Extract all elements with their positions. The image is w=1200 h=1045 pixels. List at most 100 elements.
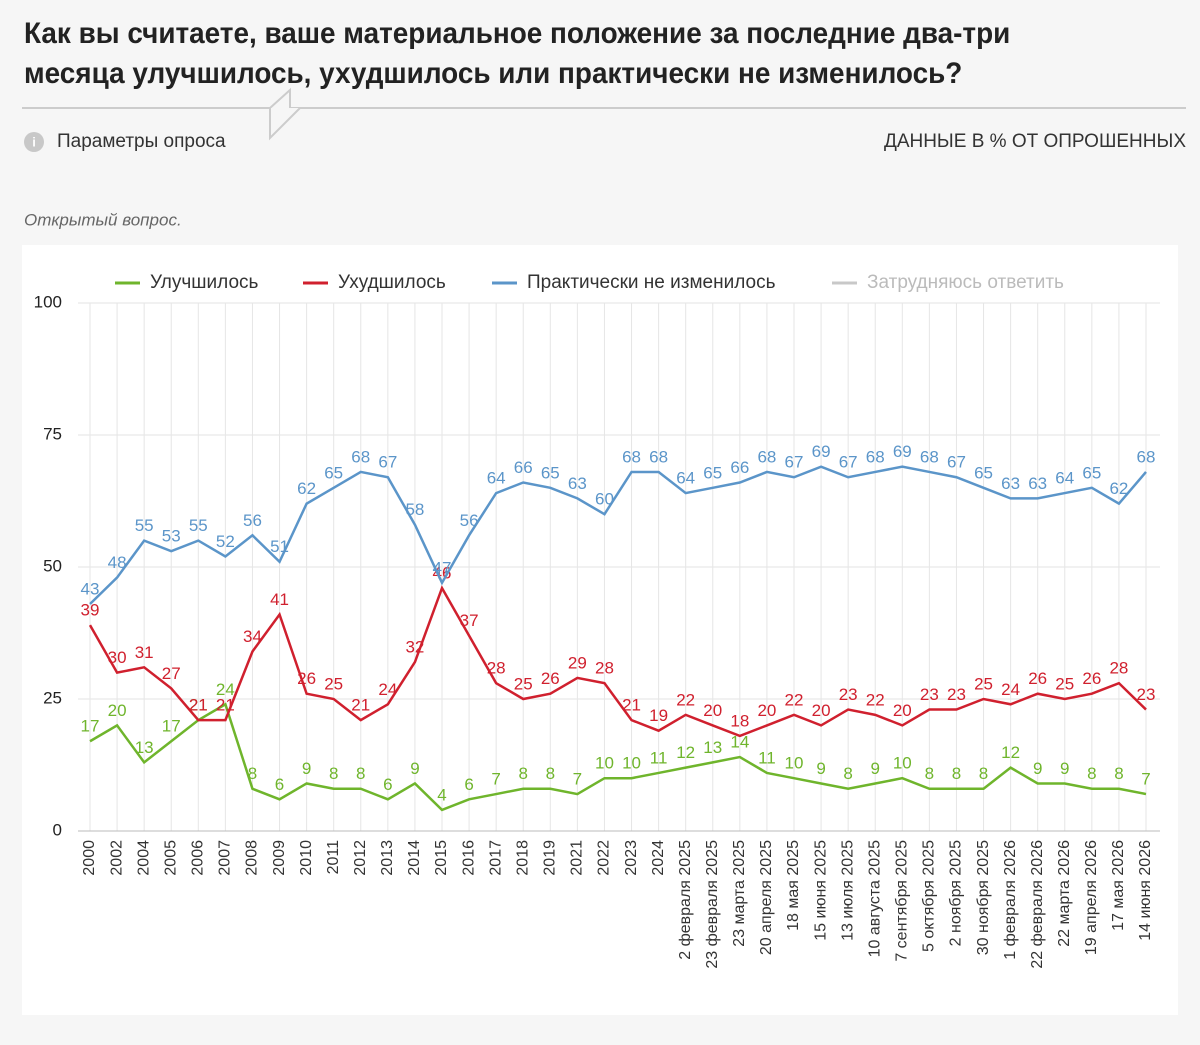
data-label: 24 (216, 680, 235, 699)
x-tick-label: 5 октября 2025 (921, 840, 938, 952)
data-label: 65 (1082, 463, 1101, 482)
x-tick-label: 2007 (217, 840, 234, 876)
data-label: 9 (1033, 759, 1042, 778)
data-label: 18 (730, 711, 749, 730)
data-label: 26 (1028, 669, 1047, 688)
data-label: 62 (297, 479, 316, 498)
data-label: 29 (568, 653, 587, 672)
line (89, 702, 1147, 812)
data-label: 13 (703, 738, 722, 757)
data-label: 21 (189, 696, 208, 715)
data-label: 19 (649, 706, 668, 725)
data-label: 20 (893, 701, 912, 720)
data-label: 8 (979, 764, 988, 783)
data-label: 25 (324, 674, 343, 693)
data-label: 28 (595, 659, 614, 678)
info-icon[interactable] (24, 132, 44, 152)
data-label: 21 (351, 696, 370, 715)
data-label: 10 (595, 754, 614, 773)
x-tick-label: 2013 (379, 840, 396, 876)
data-label: 68 (757, 447, 776, 466)
data-label: 8 (925, 764, 934, 783)
data-label: 7 (573, 770, 582, 789)
x-tick-label: 2002 (108, 840, 125, 876)
x-tick-label: 30 ноября 2025 (975, 840, 992, 955)
legend-label: Практически не изменилось (527, 272, 776, 293)
data-label: 30 (108, 648, 127, 667)
data-label: 24 (378, 680, 397, 699)
x-tick-label: 13 июля 2025 (839, 840, 856, 941)
info-i: i (32, 134, 36, 149)
line (89, 465, 1147, 605)
data-label: 21 (189, 696, 208, 715)
data-label: 14 (730, 733, 749, 752)
data-label: 65 (324, 463, 343, 482)
data-label: 21 (216, 696, 235, 715)
data-label: 32 (405, 638, 424, 657)
data-label: 41 (270, 590, 289, 609)
data-label: 8 (248, 764, 257, 783)
note: Открытый вопрос. (24, 210, 182, 229)
data-label: 52 (216, 532, 235, 551)
data-label: 4 (437, 785, 446, 804)
data-label: 65 (974, 463, 993, 482)
x-tick-label: 2000 (81, 840, 98, 876)
y-tick-label: 25 (43, 688, 62, 707)
data-label: 43 (81, 579, 100, 598)
x-tick-label: 2004 (135, 840, 152, 876)
x-tick-label: 18 мая 2025 (785, 840, 802, 931)
data-label: 8 (518, 764, 527, 783)
x-tick-label: 2016 (460, 840, 477, 876)
params-link[interactable]: Параметры опроса (57, 131, 226, 152)
data-label: 68 (622, 447, 641, 466)
data-label: 39 (81, 601, 100, 620)
x-tick-label: 2019 (542, 840, 559, 876)
x-tick-label: 17 мая 2026 (1110, 840, 1127, 931)
data-label: 26 (541, 669, 560, 688)
title-line: Как вы считаете, ваше материальное полож… (24, 17, 1011, 50)
data-label: 9 (816, 759, 825, 778)
x-tick-label: 2006 (190, 840, 207, 876)
data-label: 9 (410, 759, 419, 778)
data-label: 68 (351, 447, 370, 466)
x-tick-label: 7 сентября 2025 (894, 840, 911, 962)
data-label: 20 (703, 701, 722, 720)
data-label: 34 (243, 627, 262, 646)
data-label: 47 (433, 558, 452, 577)
data-label: 63 (1001, 474, 1020, 493)
data-label: 53 (162, 527, 181, 546)
x-tick-label: 14 июня 2026 (1137, 840, 1154, 941)
data-label: 26 (1082, 669, 1101, 688)
data-label: 25 (514, 674, 533, 693)
data-label: 68 (1137, 447, 1156, 466)
data-label: 28 (1109, 659, 1128, 678)
x-tick-label: 1 февраля 2026 (1002, 840, 1019, 960)
data-label: 17 (81, 717, 100, 736)
y-tick-label: 50 (43, 556, 62, 575)
data-label: 64 (487, 469, 506, 488)
x-tick-label: 2011 (325, 840, 342, 875)
data-label: 11 (650, 748, 668, 767)
data-label: 23 (920, 685, 939, 704)
data-label: 68 (866, 447, 885, 466)
data-label: 67 (839, 453, 858, 472)
data-label: 37 (460, 611, 479, 630)
data-label: 8 (1114, 764, 1123, 783)
data-label: 58 (405, 500, 424, 519)
data-label: 9 (302, 759, 311, 778)
x-tick-label: 2 февраля 2025 (677, 840, 694, 960)
data-label: 9 (870, 759, 879, 778)
data-label: 9 (1060, 759, 1069, 778)
x-tick-label: 2017 (487, 840, 504, 876)
legend-label: Улучшилось (150, 272, 259, 293)
data-label: 10 (622, 754, 641, 773)
x-tick-label: 2022 (596, 840, 613, 876)
data-label: 68 (920, 447, 939, 466)
data-label: 67 (378, 453, 397, 472)
data-label: 12 (1001, 743, 1020, 762)
data-label: 20 (757, 701, 776, 720)
data-label: 55 (189, 516, 208, 535)
data-label: 24 (1001, 680, 1020, 699)
data-label: 65 (541, 463, 560, 482)
